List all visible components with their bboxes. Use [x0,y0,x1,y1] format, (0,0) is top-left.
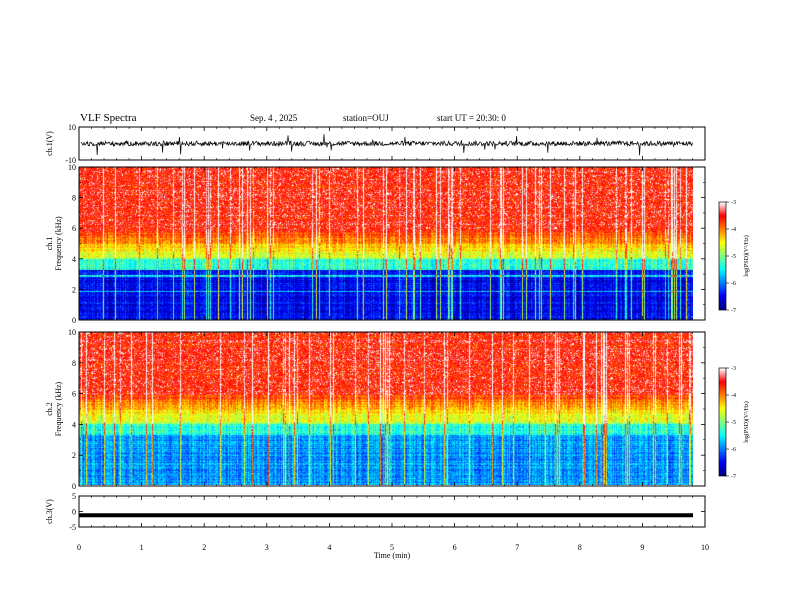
ch2-spectrogram-image [79,332,693,485]
ch1-spectrogram-colorbar-label: log(PSD)(V²/Hz) [743,235,750,276]
ch1-colorbar-image [719,202,726,310]
start-time-label: start UT = 20:30: 0 [437,113,506,123]
ch1-spectrogram-ytick-label: 2 [72,285,76,294]
xaxis-tick-label: 10 [701,543,709,552]
ch3-waveform-ylabel: ch.3(V) [45,499,54,524]
ch2-spectrogram-colorbar-label: log(PSD)(V²/Hz) [743,401,750,442]
ch2-spectrogram-colorbar-tick-label: -5 [731,420,736,426]
xaxis-tick-label: 0 [77,543,81,552]
ch1-waveform-trace [80,134,693,156]
ch3-waveform-ytick-label: 0 [72,508,76,517]
ch2-colorbar-image [719,368,726,476]
xaxis-tick-label: 8 [578,543,582,552]
figure-title: VLF Spectra [80,112,137,124]
ch1-spectrogram-ylabel-frequency: Frequency (kHz) [54,216,63,271]
xaxis-tick-label: 9 [640,543,644,552]
ch2-spectrogram-colorbar-frame [718,367,727,477]
ch1-spectrogram-ytick-label: 10 [68,163,76,172]
ch1-spectrogram-colorbar-tick-label: -6 [731,281,736,287]
ch2-spectrogram-frame [78,331,706,487]
ch2-spectrogram-colorbar-tick-label: -4 [731,393,736,399]
xaxis-tick-label: 2 [202,543,206,552]
xaxis-tick-label: 7 [515,543,519,552]
ch2-spectrogram-colorbar-tick-label: -6 [731,447,736,453]
ch2-spectrogram-ytick-label: 4 [72,420,76,429]
ch3-waveform-frame [78,495,706,528]
ch1-spectrogram-colorbar-tick-label: -5 [731,254,736,260]
xaxis-tick-label: 4 [327,543,331,552]
ch2-spectrogram-ytick-label: 2 [72,451,76,460]
ch1-spectrogram-ytick-label: 4 [72,255,76,264]
ch1-spectrogram-image [79,167,693,320]
ch1-spectrogram-ylabel: ch.1 [45,237,54,251]
ch1-spectrogram-colorbar-tick-label: -4 [731,227,736,233]
xaxis-tick-label: 5 [390,543,394,552]
xaxis-tick-label: 6 [453,543,457,552]
ch2-spectrogram-ylabel: ch.2 [45,402,54,416]
ch1-spectrogram-ytick-label: 6 [72,224,76,233]
ch2-spectrogram-ytick-label: 8 [72,359,76,368]
station-label: station=OUJ [343,113,389,123]
ch1-waveform-ytick-label: -10 [65,156,76,165]
ch1-spectrogram-ytick-label: 8 [72,194,76,203]
ch3-waveform-ytick-label: 5 [72,492,76,501]
ch1-spectrogram-colorbar-frame [718,201,727,311]
ch2-spectrogram-ylabel-frequency: Frequency (kHz) [54,381,63,436]
ch1-spectrogram-ytick-label: 0 [72,316,76,325]
ch1-spectrogram-colorbar-tick-label: -3 [731,200,736,206]
xaxis-title: Time (min) [374,551,411,560]
ch1-spectrogram-frame [78,166,706,321]
xaxis-tick-label: 1 [140,543,144,552]
ch1-waveform-ytick-label: 10 [68,123,76,132]
ch2-spectrogram-colorbar-tick-label: -7 [731,474,736,480]
ch1-waveform-ylabel: ch.1(V) [45,131,54,156]
xaxis-tick-label: 3 [265,543,269,552]
ch2-spectrogram-ytick-label: 0 [72,482,76,491]
ch1-spectrogram-colorbar-tick-label: -7 [731,308,736,314]
ch2-spectrogram-ytick-label: 6 [72,390,76,399]
ch2-spectrogram-colorbar-tick-label: -3 [731,366,736,372]
date-label: Sep. 4 , 2025 [250,113,298,123]
ch2-spectrogram-ytick-label: 10 [68,328,76,337]
ch3-waveform-ytick-label: -5 [69,523,76,532]
